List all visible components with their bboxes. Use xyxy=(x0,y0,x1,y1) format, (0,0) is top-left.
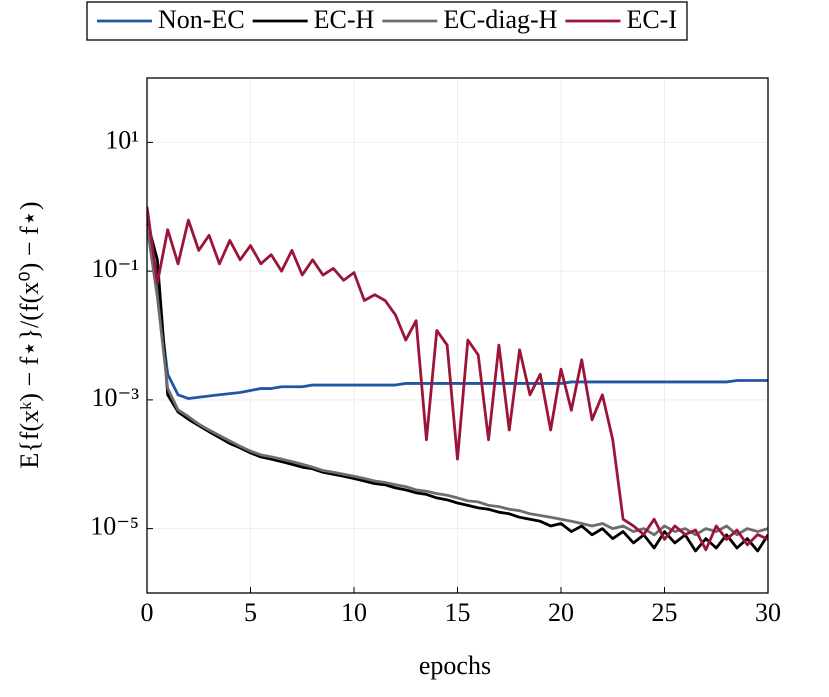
x-tick-label: 30 xyxy=(755,598,781,627)
x-tick-label: 10 xyxy=(341,598,367,627)
legend-label: EC-diag-H xyxy=(443,5,557,34)
x-tick-label: 5 xyxy=(244,598,257,627)
series-line xyxy=(147,220,768,553)
x-tick-label: 20 xyxy=(548,598,574,627)
x-tick-label: 0 xyxy=(141,598,154,627)
series-line xyxy=(147,216,768,400)
y-tick-label: 10⁻¹ xyxy=(91,254,139,283)
series-line xyxy=(147,225,768,537)
y-tick-label: 10¹ xyxy=(105,125,139,154)
y-tick-label: 10⁻⁵ xyxy=(90,512,139,541)
plot-frame xyxy=(146,77,769,594)
legend-label: EC-I xyxy=(626,5,677,34)
y-axis-label: E{f(xᵏ) − f⋆}/(f(x⁰) − f⋆) xyxy=(15,201,44,468)
x-tick-label: 15 xyxy=(445,598,471,627)
legend-label: EC-H xyxy=(314,5,375,34)
y-tick-label: 10⁻³ xyxy=(91,383,139,412)
series-line xyxy=(147,206,768,552)
x-axis-label: epochs xyxy=(419,651,491,680)
legend-label: Non-EC xyxy=(158,5,245,34)
x-tick-label: 25 xyxy=(652,598,678,627)
